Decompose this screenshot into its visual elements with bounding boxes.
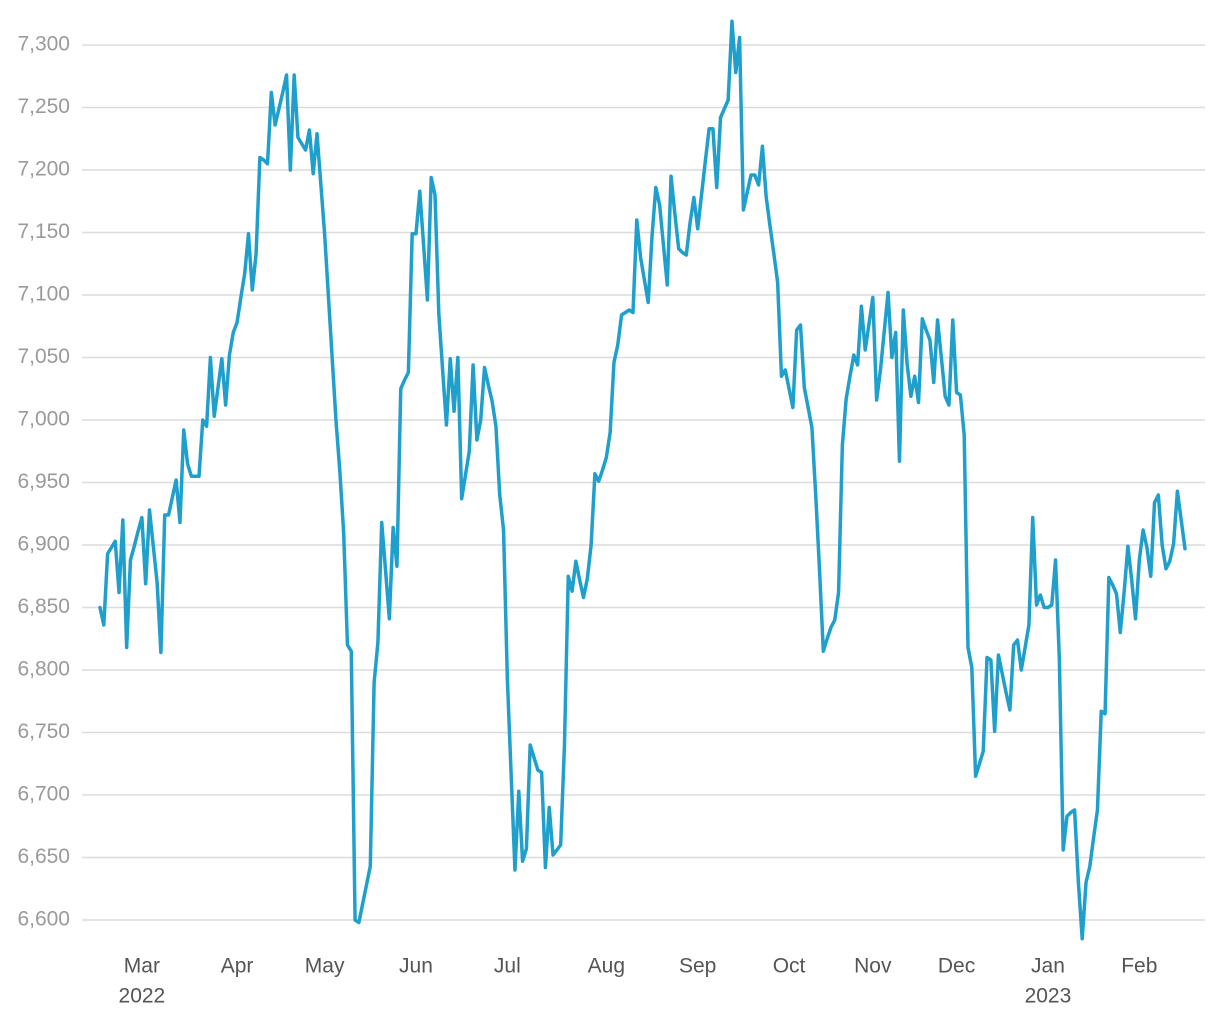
y-tick-label: 6,650 xyxy=(17,845,70,868)
x-tick-label: Sep xyxy=(679,955,716,978)
x-tick-label: Jun xyxy=(399,955,433,978)
x-year-label: 2023 xyxy=(1025,985,1072,1008)
x-tick-label: Nov xyxy=(854,955,892,978)
y-tick-label: 6,600 xyxy=(17,908,70,931)
y-tick-label: 6,950 xyxy=(17,470,70,493)
x-tick-label: Aug xyxy=(588,955,625,978)
x-tick-label: Jan xyxy=(1031,955,1065,978)
y-tick-label: 6,750 xyxy=(17,720,70,743)
y-tick-label: 7,300 xyxy=(17,33,70,56)
x-tick-label: Oct xyxy=(773,955,806,978)
y-tick-label: 7,050 xyxy=(17,345,70,368)
y-tick-label: 7,000 xyxy=(17,408,70,431)
x-tick-label: Apr xyxy=(221,955,254,978)
data-line xyxy=(98,19,1187,941)
x-tick-label: Dec xyxy=(938,955,975,978)
y-tick-label: 6,700 xyxy=(17,783,70,806)
y-tick-label: 6,800 xyxy=(17,658,70,681)
y-tick-label: 7,250 xyxy=(17,95,70,118)
y-tick-label: 6,850 xyxy=(17,595,70,618)
y-tick-label: 7,200 xyxy=(17,158,70,181)
x-tick-label: Feb xyxy=(1121,955,1157,978)
x-tick-label: May xyxy=(305,955,345,978)
y-tick-label: 7,100 xyxy=(17,283,70,306)
y-tick-label: 7,150 xyxy=(17,220,70,243)
y-tick-label: 6,900 xyxy=(17,533,70,556)
x-tick-label: Jul xyxy=(494,955,521,978)
x-year-label: 2022 xyxy=(119,985,166,1008)
x-tick-label: Mar xyxy=(124,955,160,978)
